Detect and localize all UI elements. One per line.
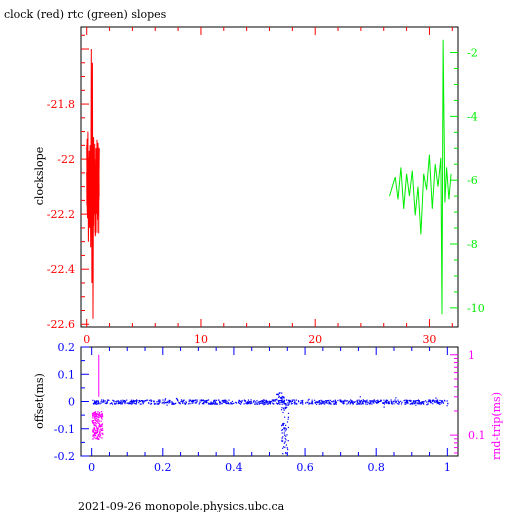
top-tick-group: 0 10 20 30 -21.8 -22 -22.2 -22.4 -22.6 -2 -4 -6 -8 -1… xyxy=(47,27,485,346)
top-series-group xyxy=(86,39,452,319)
top-x-tick-label: 0 xyxy=(83,333,90,346)
bottom-right-y-tick-label: 1 xyxy=(468,349,475,362)
top-left-y-tick-label: -22.2 xyxy=(47,208,75,221)
offset-spike-points xyxy=(275,392,290,455)
top-left-y-tick-label: -22 xyxy=(57,153,75,166)
bottom-y-axis-label: offset(ms) xyxy=(33,373,46,429)
bottom-x-tick-label: 0.6 xyxy=(296,461,314,474)
top-right-y-tick-label: -4 xyxy=(467,110,478,123)
footer-caption: 2021-09-26 monopole.physics.ubc.ca xyxy=(78,500,285,512)
clock-series-texture xyxy=(86,138,100,235)
top-right-y-tick-label: -6 xyxy=(467,174,478,187)
bottom-right-axis-label: rnd-trip(ms) xyxy=(490,392,503,460)
top-x-tick-label: 10 xyxy=(194,333,208,346)
bottom-left-y-tick-label: 0.1 xyxy=(58,368,76,381)
top-left-y-tick-label: -21.8 xyxy=(47,98,75,111)
top-x-tick-label: 20 xyxy=(308,333,322,346)
rtc-series-line xyxy=(389,39,452,315)
bottom-x-tick-label: 0 xyxy=(88,461,95,474)
bottom-left-y-tick-label: 0.2 xyxy=(58,341,76,354)
bottom-left-y-tick-label: -0.1 xyxy=(54,423,75,436)
roundtrip-points xyxy=(91,411,104,440)
bottom-x-tick-label: 0.2 xyxy=(154,461,172,474)
top-right-y-tick-label: -10 xyxy=(467,302,485,315)
bottom-left-y-tick-label: 0 xyxy=(68,396,75,409)
top-x-tick-label: 30 xyxy=(422,333,436,346)
chart-title: clock (red) rtc (green) slopes xyxy=(4,8,167,21)
top-left-y-tick-label: -22.6 xyxy=(47,318,75,331)
bottom-left-y-tick-label: -0.2 xyxy=(54,450,75,463)
bottom-x-tick-label: 1 xyxy=(444,461,451,474)
bottom-tick-group: 0 0.2 0.4 0.6 0.8 1 0.2 0.1 0 -0.1 -0.2 1 0.1 xyxy=(54,341,486,474)
top-left-y-tick-label: -22.4 xyxy=(47,263,75,276)
bottom-series-group xyxy=(91,354,449,455)
top-y-axis-label: clockslope xyxy=(33,147,46,205)
top-right-y-tick-label: -2 xyxy=(467,47,478,60)
offset-points xyxy=(92,396,449,408)
bottom-right-y-tick-label: 0.1 xyxy=(468,429,486,442)
top-right-y-tick-label: -8 xyxy=(467,238,478,251)
bottom-x-tick-label: 0.4 xyxy=(225,461,243,474)
bottom-x-tick-label: 0.8 xyxy=(367,461,385,474)
